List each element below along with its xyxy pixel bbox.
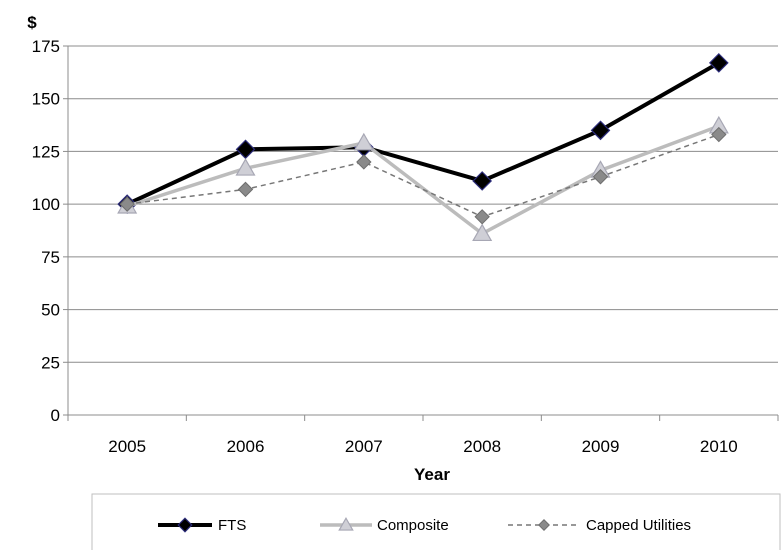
series-line — [127, 133, 720, 218]
series-composite — [117, 115, 729, 242]
legend-label: Capped Utilities — [586, 517, 691, 534]
x-tick-labels: 2005 2006 2007 2008 2009 2010 — [108, 437, 737, 456]
x-axis-title: Year — [414, 465, 450, 484]
y-tick-label: 100 — [32, 195, 60, 214]
y-tick-label: 150 — [32, 90, 60, 109]
gridlines — [68, 45, 778, 363]
data-point — [237, 181, 254, 198]
series-line — [126, 61, 720, 206]
data-point — [711, 126, 727, 143]
y-tick-label: 175 — [32, 37, 60, 56]
y-tick-label: 50 — [41, 301, 60, 320]
axes — [63, 45, 779, 421]
data-point — [356, 154, 372, 170]
data-point — [474, 209, 490, 225]
x-tick-label: 2009 — [582, 437, 620, 456]
y-tick-label: 25 — [41, 353, 60, 372]
x-tick-label: 2008 — [463, 437, 501, 456]
data-point — [119, 196, 135, 212]
data-point — [592, 169, 609, 185]
legend-swatch-marker — [538, 519, 550, 531]
data-point — [353, 132, 374, 151]
y-axis-title: $ — [27, 13, 37, 32]
y-tick-label: 125 — [32, 142, 60, 161]
series-line — [126, 124, 720, 236]
legend-swatch-marker — [177, 517, 193, 533]
data-point — [235, 158, 256, 176]
x-tick-label: 2005 — [108, 437, 146, 456]
data-point — [708, 53, 729, 73]
data-point — [472, 223, 493, 242]
y-tick-label: 0 — [51, 406, 60, 425]
legend-swatch-marker — [338, 517, 354, 531]
y-tick-labels: 0 25 50 75 100 125 150 175 — [32, 37, 60, 425]
legend-label: Composite — [377, 517, 449, 534]
data-point — [472, 171, 493, 191]
legend-entry: Capped Utilities — [508, 517, 691, 534]
data-point — [235, 139, 256, 160]
series-capped-utilities — [119, 126, 727, 225]
legend-box — [91, 493, 781, 550]
x-tick-label: 2006 — [227, 437, 265, 456]
legend-label: FTS — [218, 517, 246, 534]
x-tick-label: 2010 — [700, 437, 738, 456]
legend: FTS Composite Capped Utilities — [91, 493, 781, 550]
series-group — [117, 53, 729, 242]
legend-entry: Composite — [320, 517, 449, 534]
legend-entry: FTS — [158, 517, 246, 534]
x-tick-label: 2007 — [345, 437, 383, 456]
data-point — [590, 120, 611, 141]
y-tick-label: 75 — [41, 248, 60, 267]
